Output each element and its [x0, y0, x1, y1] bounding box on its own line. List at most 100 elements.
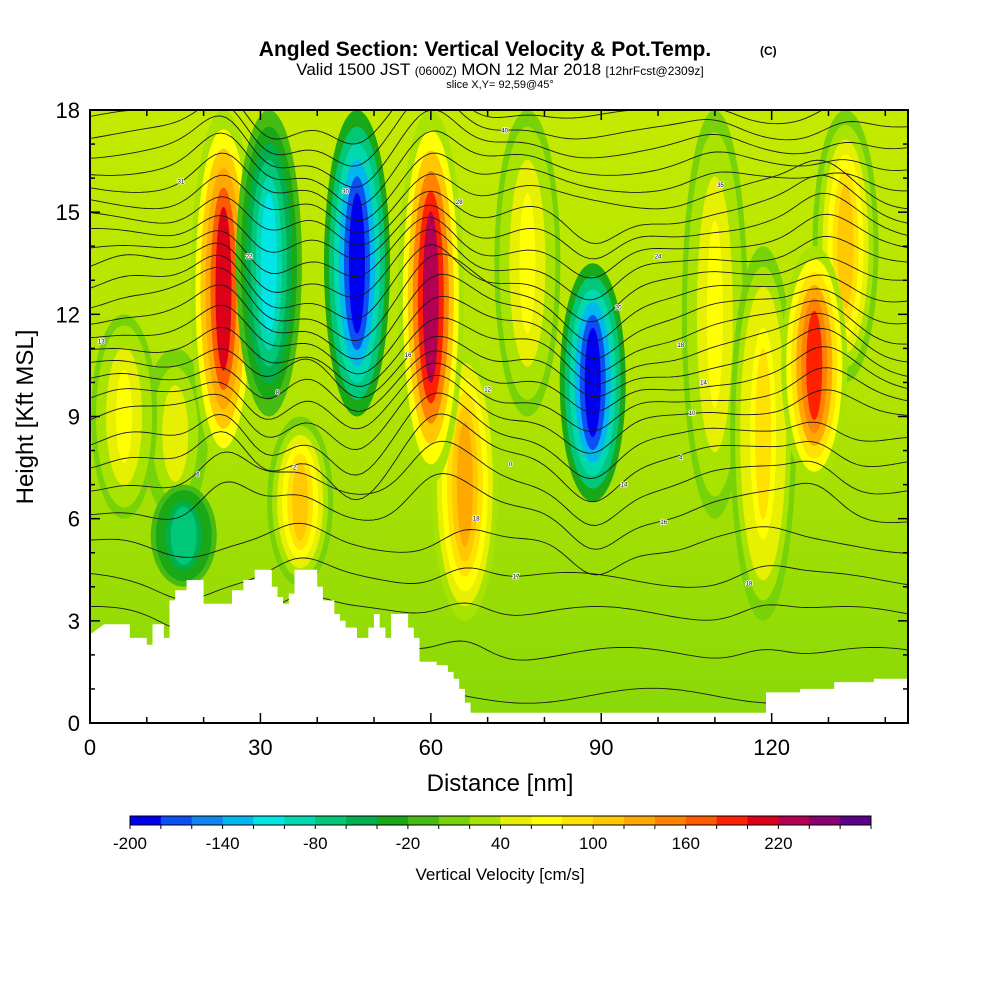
isentrope-label: 10	[689, 411, 696, 417]
downdraft-cell	[323, 110, 390, 417]
updraft-contour-band	[806, 310, 823, 421]
plot-area: 3130403528242220181614121081364201418161…	[90, 110, 908, 723]
isentrope-label: 4	[679, 455, 683, 461]
isentrope-line	[90, 374, 908, 454]
x-tick-label: 0	[84, 735, 96, 760]
isentrope-line	[90, 557, 908, 600]
isentrope-line	[90, 362, 908, 432]
isentrope-label: 8	[276, 391, 280, 397]
updraft-cell	[681, 110, 748, 519]
y-tick-label: 18	[56, 98, 80, 123]
isentrope-line	[90, 273, 908, 360]
colorbar-swatch	[716, 816, 748, 825]
updraft-contour-band	[167, 394, 184, 473]
isentrope-line	[90, 110, 908, 167]
updraft-cell	[397, 110, 464, 485]
isentrope-label: 40	[501, 128, 508, 134]
colorbar-swatch	[747, 816, 779, 825]
isentrope-label: 20	[615, 306, 622, 312]
x-tick-label: 30	[248, 735, 272, 760]
isentrope-line	[90, 244, 908, 323]
isentrope-label: 13	[98, 340, 105, 346]
x-axis-label: Distance [nm]	[427, 770, 574, 797]
y-tick-label: 12	[56, 302, 80, 327]
colorbar-swatch	[624, 816, 656, 825]
updraft-contour-band	[519, 193, 536, 334]
downdraft-cell	[559, 263, 626, 502]
x-axis: 0 30 60 90 120	[84, 110, 887, 760]
isentrope-line	[90, 346, 908, 413]
chart-title-unit: (C)	[760, 44, 777, 58]
colorbar-swatch	[685, 816, 718, 825]
colorbar-swatch	[253, 816, 285, 825]
x-tick-label: 120	[753, 735, 790, 760]
colorbar-swatch	[654, 816, 687, 825]
downdraft-contour-band	[584, 327, 601, 438]
updraft-contour-band	[837, 183, 854, 309]
slice-info: slice X,Y= 92,59@45°	[446, 79, 554, 91]
isentrope-line	[90, 328, 908, 399]
isentrope-line	[90, 295, 908, 375]
updraft-cell	[494, 110, 561, 417]
valid-utc: (0600Z)	[415, 64, 457, 78]
y-tick-label: 9	[68, 405, 80, 430]
isentrope-labels: 3130403528242220181614121081364201418161…	[97, 128, 753, 588]
updraft-cell	[190, 110, 257, 468]
isentrope-line	[90, 440, 908, 526]
colorbar-swatch	[284, 816, 316, 825]
isentrope-line	[90, 413, 908, 503]
isentrope-label: 14	[621, 483, 628, 489]
colorbar-swatch	[778, 816, 810, 825]
colorbar-swatch	[130, 816, 162, 825]
colorbar: -200 -140 -80 -20 40 100 160 220	[113, 815, 872, 853]
updraft-cell	[267, 416, 334, 587]
y-tick-label: 15	[56, 200, 80, 225]
isentrope-line	[90, 473, 908, 550]
colorbar-label: 220	[764, 834, 792, 853]
colorbar-label: -80	[303, 834, 328, 853]
updraft-contour-band	[292, 462, 309, 541]
chart-title: Angled Section: Vertical Velocity & Pot.…	[259, 38, 711, 61]
colorbar-title: Vertical Velocity [cm/s]	[415, 865, 584, 884]
isentrope-line	[90, 213, 908, 279]
downdraft-cell	[150, 484, 217, 587]
colorbar-swatch	[469, 816, 501, 825]
isentrope-label: 28	[456, 200, 463, 206]
isentrope-line	[90, 174, 908, 246]
updraft-cell	[781, 246, 848, 485]
colorbar-swatch	[562, 816, 594, 825]
isentrope-label: 22	[246, 254, 253, 260]
isentrope-label: 18	[473, 517, 480, 523]
colorbar-swatch	[407, 816, 440, 825]
isentrope-label: 16	[660, 520, 667, 526]
isentrope-label: 24	[655, 254, 662, 260]
updraft-cell	[730, 246, 797, 621]
isentropes	[90, 110, 908, 704]
isentrope-label: 30	[342, 190, 349, 196]
colorbar-label: 40	[491, 834, 510, 853]
isentrope-label: 31	[178, 180, 185, 186]
updraft-cell	[91, 314, 158, 519]
isentrope-label: 18	[677, 343, 684, 349]
isentrope-line	[90, 130, 908, 207]
colorbar-swatch	[438, 816, 471, 825]
valid-time: Valid 1500 JST	[296, 60, 410, 79]
colorbar-swatch	[222, 816, 254, 825]
colorbar-swatch	[531, 816, 563, 825]
colorbar-swatch	[191, 816, 224, 825]
isentrope-label: 12	[484, 387, 491, 393]
y-tick-label: 6	[68, 507, 80, 532]
isentrope-label: 18	[746, 581, 753, 587]
valid-date: MON 12 Mar 2018	[461, 60, 601, 79]
y-axis-label: Height [Kft MSL]	[12, 330, 39, 505]
isentrope-line	[90, 392, 908, 480]
isentrope-line	[90, 110, 908, 188]
forecast-info: [12hrFcst@2309z]	[606, 64, 704, 78]
colorbar-label: 100	[579, 834, 607, 853]
isentrope-label: 16	[405, 353, 412, 359]
y-tick-label: 3	[68, 609, 80, 634]
isentrope-label: 14	[700, 380, 707, 386]
updraft-contour-band	[215, 206, 232, 371]
updraft-cell	[142, 348, 209, 519]
